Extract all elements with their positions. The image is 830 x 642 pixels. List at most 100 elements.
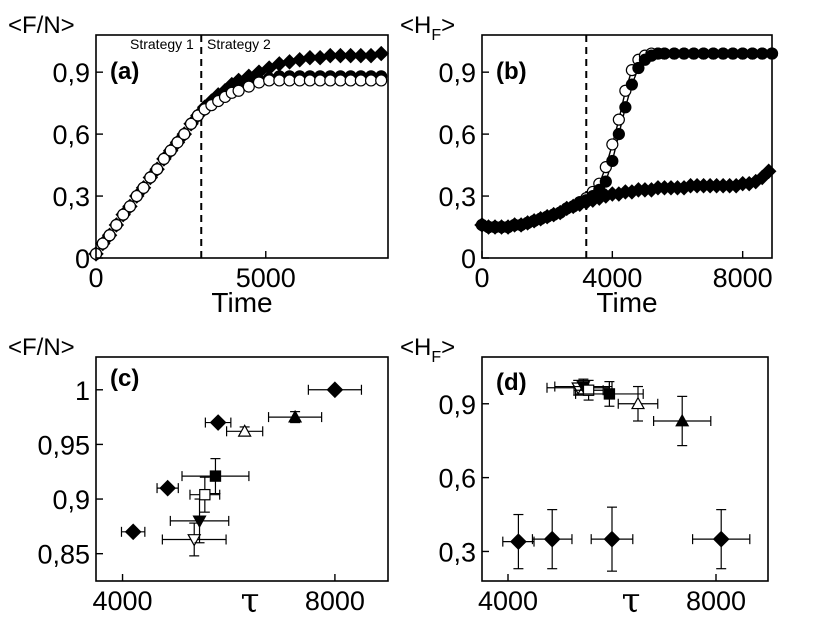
panel-c-point-triangle-up-filled	[288, 409, 303, 423]
panel-d-frame	[481, 356, 769, 582]
panel-a-series-open-circles-point	[354, 74, 367, 87]
panel-c-point-diamond	[326, 381, 344, 399]
panel-b-series-open-circles-point	[612, 113, 625, 126]
panel-a-series-diamonds-point	[332, 47, 349, 64]
panel-a-series-open-circles-point	[242, 80, 255, 93]
panel-a-series-open-circles-point	[96, 237, 109, 250]
panel-b-ylabel: <HF>	[400, 12, 455, 44]
panel-c-point-triangle-down-open	[187, 534, 202, 547]
panel-c-point-square-filled	[209, 470, 222, 482]
panel-d-ytick-label: 0,6	[438, 464, 476, 494]
panel-a-ylabel: <F/N>	[8, 12, 75, 39]
panel-b-series-filled-circles-point	[612, 128, 625, 141]
panel-a-series-open-circles-point	[283, 74, 296, 87]
panel-b-series-open-circles-point	[606, 138, 619, 151]
panel-b-xtick-label: 8000	[713, 263, 773, 293]
panel-d-point-square-open	[582, 384, 595, 396]
panel-d-xtick-label: 8000	[686, 586, 746, 616]
panel-a-series-open-circles-point	[324, 74, 337, 87]
panel-c-ytick-label: 0,95	[37, 430, 90, 460]
panel-a-series-diamonds-point	[373, 45, 389, 62]
panel-a-series-open-circles-line	[95, 79, 382, 255]
panel-a-series-open-circles-point	[164, 144, 177, 157]
panel-b-plot-area: 0 4000 8000 0 0,3 0,6 0,9	[438, 35, 779, 293]
panel-d-xtick-label: 4000	[478, 586, 538, 616]
panel-c-xtick-label: 8000	[305, 586, 365, 616]
panel-a-series-open-circles-point	[144, 171, 157, 184]
panel-c-frame	[95, 356, 389, 582]
panel-a-series-open-circles-point	[157, 152, 171, 165]
panel-c-plot-area: 4000 8000 0,85 0,9 0,95 1	[37, 376, 365, 616]
panel-a-series-open-circles-point	[334, 74, 347, 87]
panel-b-label: (b)	[496, 58, 527, 85]
panel-c-point-triangle-up-open	[237, 424, 252, 437]
panel-a-series-open-circles-point	[117, 208, 130, 221]
panel-d-point-diamond	[603, 530, 621, 548]
panel-a-label: (a)	[110, 58, 139, 85]
panel-b-xlabel: Time	[596, 287, 657, 318]
panel-b: <HF> 0 4000 8000 0 0,3 0,6 0,9 (b) Time	[400, 12, 779, 318]
panel-b-xtick-label: 4000	[582, 263, 642, 293]
panel-c-xlabel: τ	[241, 581, 260, 621]
panel-c-ytick-label: 1	[75, 376, 90, 406]
panel-c-point-square-open	[199, 488, 211, 501]
panel-a: <F/N> 0 5000 0 0,3 0,6 0,9 (a) Strategy 1 Str…	[8, 12, 389, 318]
annotation-strategy-2: Strategy 2	[207, 36, 271, 52]
panel-a-series-open-circles-point	[178, 128, 191, 141]
panel-a-series-open-circles-point	[184, 117, 198, 130]
panel-a-series-open-circles-point	[137, 181, 150, 194]
panel-a-series-open-circles-point	[232, 84, 245, 97]
panel-a-series-diamonds-point	[353, 47, 369, 64]
panel-c-label: (c)	[110, 365, 139, 392]
panel-d-point-diamond	[712, 530, 730, 548]
panel-b-series-filled-circles-point	[619, 101, 632, 114]
panel-a-series-filled-circles-line	[95, 75, 382, 255]
panel-a-series-open-circles-point	[103, 229, 116, 242]
panel-a-series-open-circles-point	[151, 163, 164, 176]
panel-a-series-diamonds-point	[322, 47, 339, 64]
panel-c-ytick-label: 0,85	[37, 540, 90, 570]
annotation-strategy-1: Strategy 1	[130, 36, 194, 52]
panel-a-series-open-circles-point	[273, 74, 286, 87]
panel-d-xlabel: τ	[622, 581, 641, 621]
panel-d-ytick-label: 0,3	[438, 537, 476, 567]
panel-d-ytick-label: 0,9	[438, 390, 476, 420]
panel-a-series-open-circles-point	[364, 74, 378, 87]
panel-a-series-open-circles-point	[375, 74, 388, 87]
panel-d-ylabel: <HF>	[400, 334, 455, 366]
panel-a-series-open-circles-point	[344, 74, 357, 87]
panel-d-point-triangle-up-open	[630, 396, 646, 410]
panel-d-point-square-filled	[603, 388, 616, 400]
panel-a-series-open-circles-point	[293, 74, 306, 87]
panel-b-series-filled-circles-point	[632, 61, 645, 75]
panel-b-series-filled-circles-point	[625, 78, 638, 91]
panel-a-series-open-circles-point	[303, 74, 317, 87]
panel-c-point-triangle-down-filled	[192, 515, 207, 529]
panel-a-plot-area: 0 5000 0 0,3 0,6 0,9	[52, 35, 389, 293]
panel-a-ytick-label: 0,9	[52, 58, 90, 88]
panel-a-series-open-circles-point	[252, 76, 266, 89]
panel-a-series-diamonds-point	[342, 47, 359, 64]
panel-a-series-open-circles-point	[110, 218, 123, 232]
panel-a-series-diamonds-point	[302, 49, 318, 66]
panel-b-ytick-label: 0,6	[438, 120, 476, 150]
panel-c-point-diamond	[124, 523, 142, 541]
panel-a-xlabel: Time	[211, 287, 272, 318]
panel-a-series-open-circles-point	[263, 74, 276, 87]
panel-a-series-open-circles-point	[123, 200, 137, 213]
panel-c-point-diamond	[159, 479, 177, 497]
panel-a-series-open-circles-point	[313, 74, 327, 87]
panel-a-series-open-circles-point	[130, 189, 143, 203]
panel-b-series-filled-circles-point	[606, 154, 619, 168]
panel-a-ytick-label: 0,6	[52, 120, 90, 150]
panel-b-xtick-label: 0	[474, 263, 489, 293]
panel-b-series-filled-circles-point	[599, 175, 612, 188]
panel-a-xtick-label: 0	[88, 263, 103, 293]
panel-b-frame	[481, 34, 773, 259]
panel-c-ylabel: <F/N>	[8, 334, 75, 361]
panel-d-point-diamond	[510, 533, 527, 550]
panel-c: <F/N> 4000 8000 0,85 0,9 0,95 1 (c) τ	[8, 334, 389, 621]
panel-b-ytick-label: 0,3	[438, 182, 476, 212]
panel-d-label: (d)	[496, 369, 527, 396]
